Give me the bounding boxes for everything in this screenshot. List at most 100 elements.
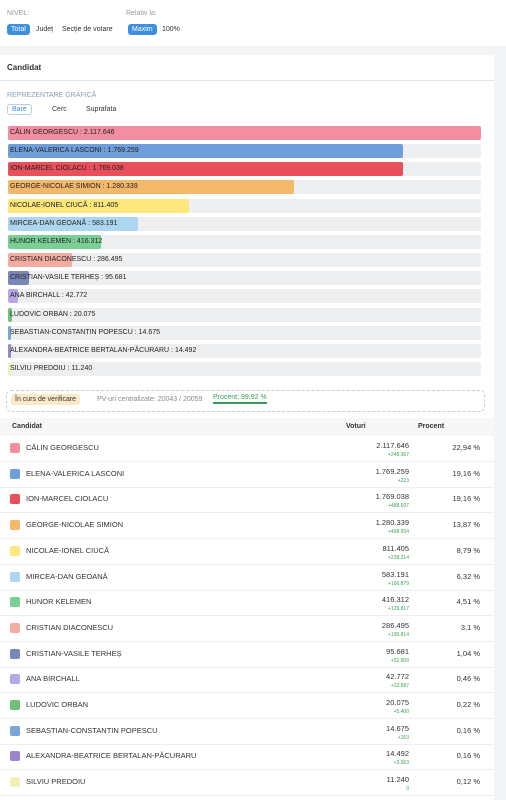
bar: [8, 289, 18, 304]
swatch: [10, 443, 20, 453]
bar-value: 1.769.038: [92, 165, 124, 173]
cell-votes: 1.769.038: [375, 492, 409, 502]
swatch: [10, 622, 20, 633]
cell-votes: 416.312: [381, 595, 409, 605]
bar-value: 1.769.259: [107, 147, 139, 155]
cell-percent: 6,32 %: [456, 571, 480, 581]
separator: :: [100, 183, 107, 191]
bar-value: 11.240: [71, 364, 93, 372]
bar-track: [8, 343, 481, 358]
cell-diff: +52.909: [390, 657, 409, 664]
tab[interactable]: Maxim: [128, 24, 157, 35]
swatch: [10, 674, 20, 685]
bar-track: [8, 271, 481, 286]
bar: [8, 216, 139, 231]
cell-percent: 13,87 %: [452, 520, 480, 530]
status-text: PV-uri centralizate: 20043 / 20059: [97, 396, 203, 403]
cell-percent: 1,04 %: [456, 648, 480, 658]
cell-name: ALEXANDRA-BEATRICE BERTALAN-PĂCURARU: [26, 751, 197, 761]
bar-value: 42.772: [65, 292, 88, 300]
bar-name: CRISTIAN DIACONESCU: [10, 256, 92, 264]
bar: [8, 198, 190, 213]
label: Relativ la:: [126, 10, 157, 17]
cell-percent: 22,94 %: [452, 443, 480, 452]
table-header: [0, 418, 494, 436]
separator: :: [78, 129, 84, 136]
tab[interactable]: 100%: [162, 26, 180, 33]
section-label: REPREZENTARE GRAFICĂ: [7, 92, 97, 99]
cell-diff: +22.687: [390, 683, 409, 690]
swatch: [10, 494, 20, 505]
th: Voturi: [346, 423, 366, 430]
cell-votes: 2.117.646: [376, 441, 409, 450]
filter-bar: [0, 0, 506, 46]
row-divider: [0, 461, 494, 462]
cell-name: ELENA-VALERICA LASCONI: [26, 468, 125, 478]
bar-label: CĂLIN GEORGESCU : 2.117.646: [10, 129, 115, 136]
cell-diff: +166.879: [388, 580, 409, 587]
row-divider: [0, 563, 494, 565]
swatch: [10, 571, 20, 582]
cell-votes: 95.681: [386, 646, 409, 656]
row-divider: [0, 666, 494, 668]
tab[interactable]: Total: [7, 24, 30, 35]
cell-votes: 14.492: [386, 749, 409, 759]
bar-track: [8, 253, 481, 268]
cell-percent: 4,51 %: [456, 597, 480, 607]
separator: :: [91, 256, 98, 264]
bar-track: [8, 307, 481, 322]
bar: [8, 343, 12, 358]
bar-label: ANA BIRCHALL : 42.772: [10, 292, 87, 299]
cell-name: HUNOR KELEMEN: [26, 597, 92, 607]
bar-track: [8, 289, 481, 304]
separator: :: [87, 201, 94, 209]
cell-name: ANA BIRCHALL: [26, 674, 80, 684]
cell-name: LUDOVIC ORBAN: [26, 700, 89, 709]
bar-label: ION-MARCEL CIOLACU : 1.769.038: [10, 165, 124, 172]
bar: [8, 307, 13, 322]
cell-votes: 286.495: [381, 620, 409, 630]
cell-diff: 0: [406, 786, 409, 793]
swatch: [10, 648, 20, 659]
bar-label: ALEXANDRA-BEATRICE BERTALAN-PĂCURARU : 1…: [10, 347, 196, 354]
bar: [8, 234, 101, 249]
swatch: [10, 725, 20, 736]
cell-votes: 42.772: [386, 672, 409, 682]
cell-votes: 11.240: [386, 775, 409, 785]
bar-label: LUDOVIC ORBAN : 20.075: [10, 311, 95, 318]
separator: :: [86, 165, 93, 173]
row-divider: [0, 692, 494, 694]
mode-button[interactable]: Bare: [7, 104, 32, 115]
bar-value: 1.280.339: [106, 183, 138, 191]
tab[interactable]: Secție de votare: [62, 26, 113, 33]
bar: [8, 126, 481, 140]
separator: :: [101, 147, 108, 155]
label: NIVEL:: [7, 10, 30, 17]
bar-label: CRISTIAN-VASILE TERHEȘ : 95.681: [10, 274, 126, 281]
mode-button[interactable]: Suprafata: [86, 106, 117, 113]
bar-label: CRISTIAN DIACONESCU : 286.495: [10, 256, 122, 263]
bar-name: LUDOVIC ORBAN: [10, 310, 68, 318]
cell-percent: 8,79 %: [456, 545, 480, 555]
cell-votes: 583.191: [381, 569, 409, 579]
swatch: [10, 777, 20, 788]
cell-diff: +228.214: [388, 554, 409, 561]
cell-votes: 20.075: [386, 698, 409, 707]
th: Procent: [418, 423, 445, 430]
cell-name: CRISTIAN-VASILE TERHEȘ: [26, 648, 122, 658]
separator: :: [132, 328, 139, 336]
cell-votes: 14.675: [386, 723, 409, 733]
status-badge: În curs de verificare: [11, 394, 81, 405]
tab[interactable]: Județ: [36, 26, 54, 33]
cell-name: CRISTIAN DIACONESCU: [26, 622, 114, 632]
mode-button[interactable]: Cerc: [52, 106, 67, 113]
separator: :: [67, 310, 74, 318]
row-divider: [0, 589, 494, 591]
bar-value: 583.191: [92, 219, 118, 227]
separator: :: [86, 219, 93, 227]
bar-name: ION-MARCEL CIOLACU: [10, 165, 87, 173]
bar-value: 14.492: [174, 346, 197, 354]
status-box: [6, 390, 485, 412]
divider: [0, 80, 494, 81]
swatch: [10, 545, 20, 556]
